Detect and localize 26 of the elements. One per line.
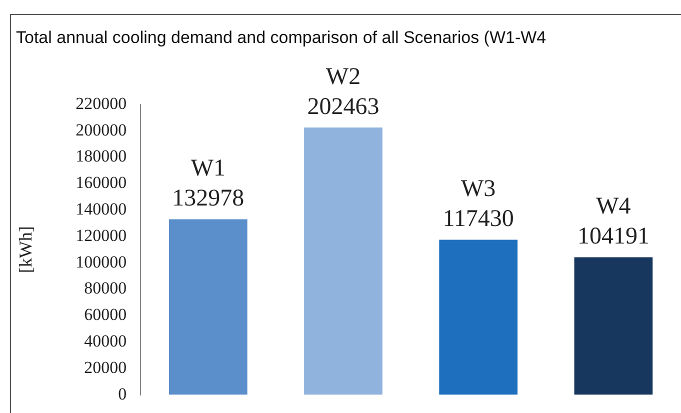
y-tick-label: 220000 bbox=[76, 94, 127, 113]
bar bbox=[439, 240, 518, 395]
data-label: 104191 bbox=[577, 224, 650, 250]
y-tick-label: 100000 bbox=[76, 252, 127, 272]
y-tick-label: 200000 bbox=[76, 120, 127, 140]
chart-title: Total annual cooling demand and comparison of all Scenarios (W1-W4 bbox=[16, 28, 546, 47]
y-tick-label: 60000 bbox=[84, 305, 127, 324]
data-label: 132978 bbox=[172, 186, 244, 212]
bar bbox=[574, 257, 653, 395]
data-label: 117430 bbox=[442, 206, 514, 232]
y-tick-label: 180000 bbox=[76, 146, 127, 166]
y-tick-label: 80000 bbox=[84, 278, 127, 298]
x-tick-label: W2 bbox=[326, 64, 361, 90]
y-axis-title: [kWh] bbox=[16, 226, 36, 274]
x-tick-label: W1 bbox=[190, 156, 226, 182]
x-tick-label: W4 bbox=[596, 194, 631, 220]
y-tick-label: 40000 bbox=[84, 331, 127, 350]
bar bbox=[168, 219, 248, 395]
data-label: 202463 bbox=[307, 94, 380, 120]
y-tick-label: 120000 bbox=[76, 226, 127, 245]
x-tick-label: W3 bbox=[461, 176, 496, 202]
y-tick-label: 140000 bbox=[76, 199, 127, 218]
bar bbox=[304, 128, 382, 395]
y-tick-label: 160000 bbox=[76, 173, 127, 192]
y-tick-label: 0 bbox=[118, 384, 127, 404]
y-tick-label: 20000 bbox=[84, 358, 127, 377]
